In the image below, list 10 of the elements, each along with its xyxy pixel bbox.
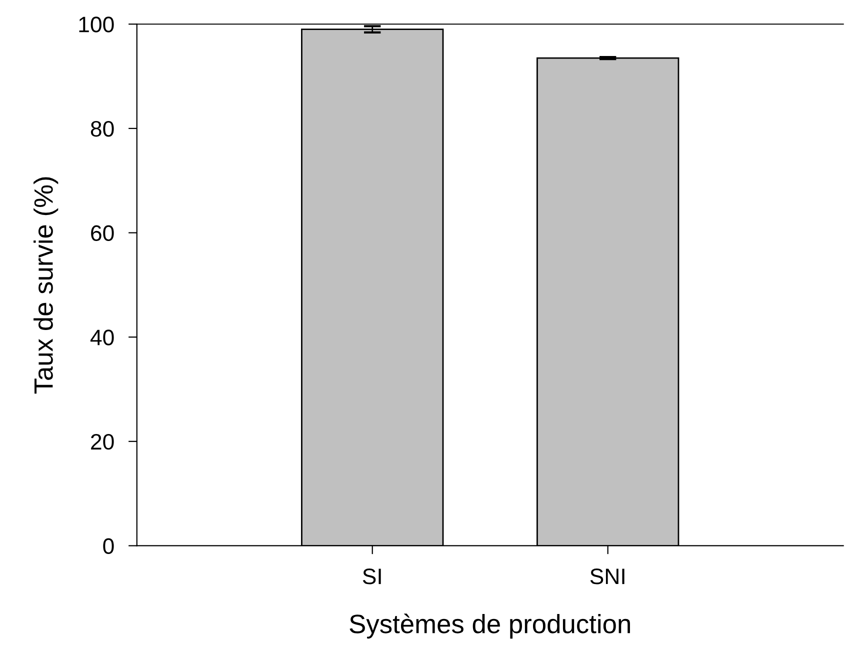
y-tick-label: 60 bbox=[91, 225, 114, 242]
y-tick-label: 40 bbox=[90, 330, 114, 346]
y-tick-label: 0 bbox=[103, 538, 114, 554]
y-axis-title: Taux de survie (%) bbox=[34, 177, 58, 394]
x-tick-label: SNI bbox=[590, 568, 624, 584]
y-tick-label: 20 bbox=[91, 434, 114, 450]
y-tick-label: 80 bbox=[90, 120, 114, 137]
x-tick-label: SI bbox=[362, 568, 381, 584]
x-axis-title: Systèmes de production bbox=[350, 614, 630, 639]
y-tick-label: 100 bbox=[79, 16, 114, 32]
